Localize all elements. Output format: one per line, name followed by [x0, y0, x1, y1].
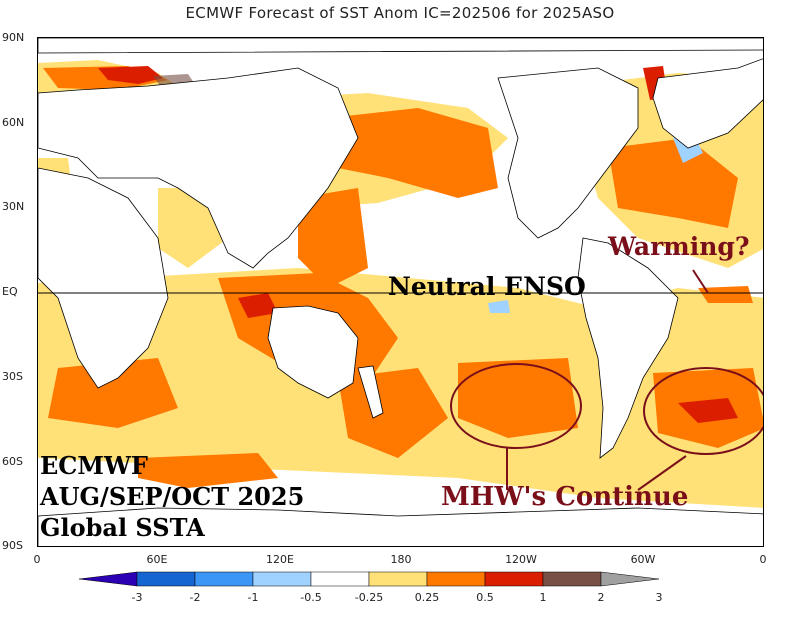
lon-label-120w: 120W — [505, 553, 537, 566]
lat-label-60s: 60S — [2, 455, 23, 468]
lon-label-60w: 60W — [630, 553, 656, 566]
colorbar-label: -1 — [247, 591, 259, 604]
colorbar-label: 2 — [597, 591, 605, 604]
map-canvas — [38, 38, 763, 546]
colorbar-left-arrow — [78, 571, 138, 587]
colorbar-label: 1 — [539, 591, 547, 604]
product-line-model: ECMWF — [40, 451, 148, 480]
colorbar-label: -0.25 — [354, 591, 384, 604]
continents — [38, 38, 763, 546]
sst-anomaly-map — [37, 37, 764, 547]
mhw-ellipse-south-pacific — [450, 363, 582, 449]
colorbar-bin — [136, 571, 196, 587]
colorbar-label: -2 — [189, 591, 201, 604]
colorbar-label: 0.5 — [476, 591, 494, 604]
colorbar-label: -3 — [131, 591, 143, 604]
warming-pointer — [692, 269, 709, 294]
colorbar-bin — [426, 571, 486, 587]
lon-label-60e: 60E — [146, 553, 168, 566]
lat-label-30n: 30N — [2, 200, 25, 213]
colorbar-label: 3 — [655, 591, 663, 604]
colorbar-right-arrow — [600, 571, 660, 587]
lat-label-90s: 90S — [2, 539, 23, 552]
product-line-field: Global SSTA — [40, 513, 205, 542]
lat-label-30s: 30S — [2, 370, 23, 383]
colorbar-bin — [310, 571, 370, 587]
colorbar-bin — [542, 571, 602, 587]
lon-label-0-east: 0 — [759, 553, 767, 566]
product-line-period: AUG/SEP/OCT 2025 — [40, 482, 305, 511]
colorbar-bin — [368, 571, 428, 587]
colorbar-bin — [484, 571, 544, 587]
product-text-block: ECMWF AUG/SEP/OCT 2025 Global SSTA — [40, 450, 304, 543]
colorbar-label: -0.5 — [300, 591, 322, 604]
lat-label-eq: EQ — [2, 285, 18, 298]
neutral-enso-label: Neutral ENSO — [388, 272, 586, 301]
lat-label-60n: 60N — [2, 116, 25, 129]
mhw-ellipse-south-atlantic — [643, 367, 763, 455]
warming-label: Warming? — [608, 232, 750, 261]
lon-label-120e: 120E — [266, 553, 294, 566]
colorbar-label: 0.25 — [414, 591, 440, 604]
colorbar-bin — [194, 571, 254, 587]
map-title: ECMWF Forecast of SST Anom IC=202506 for… — [185, 4, 615, 22]
mhw-continue-label: MHW's Continue — [441, 482, 689, 512]
lon-label-0: 0 — [33, 553, 41, 566]
colorbar — [78, 571, 660, 587]
lon-label-180: 180 — [390, 553, 412, 566]
lat-label-90n: 90N — [2, 31, 25, 44]
colorbar-bin — [252, 571, 312, 587]
mhw-pointer-right — [637, 455, 687, 491]
